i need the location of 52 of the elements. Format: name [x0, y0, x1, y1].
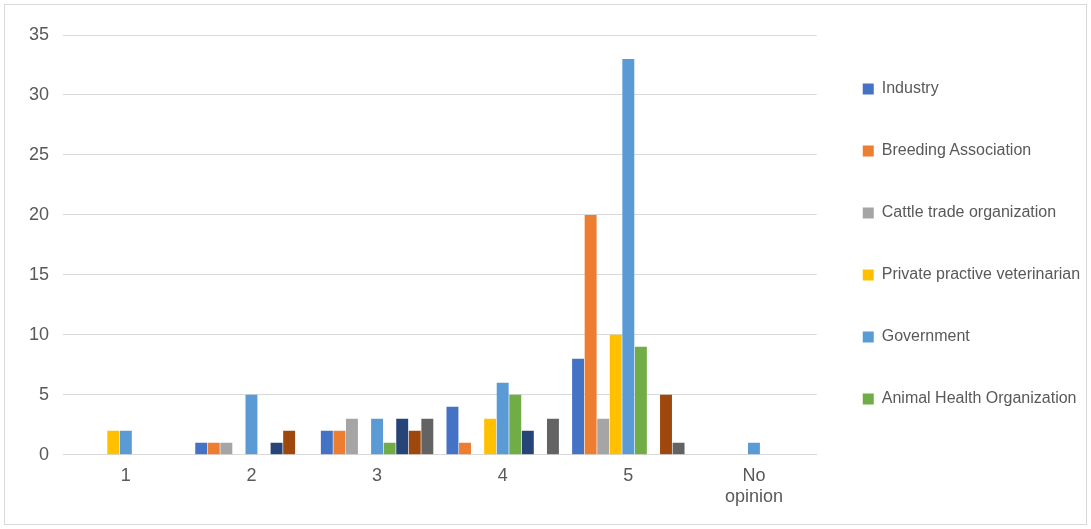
bar — [446, 406, 459, 455]
y-tick-label: 0 — [39, 443, 50, 464]
legend-label: Breeding Association — [881, 141, 1032, 159]
x-tick-label: 4 — [497, 464, 508, 485]
legend-label: Industry — [881, 79, 939, 97]
bar — [345, 418, 358, 455]
x-tick-label: 3 — [372, 464, 383, 485]
x-tick-label: No opinion — [724, 464, 783, 507]
bar — [660, 394, 672, 455]
bar — [119, 430, 132, 455]
bar — [672, 442, 685, 455]
bar — [546, 418, 559, 455]
bar — [283, 430, 296, 455]
x-tick-label: 1 — [120, 464, 131, 485]
x-tick-label: 2 — [246, 464, 257, 485]
bar — [383, 442, 396, 455]
y-tick-label: 25 — [28, 143, 50, 164]
bar — [572, 358, 585, 455]
bar — [496, 382, 509, 455]
bar — [747, 442, 760, 455]
bar — [371, 418, 384, 455]
bar — [459, 442, 471, 455]
bar — [220, 442, 233, 455]
y-tick-label: 35 — [28, 23, 50, 44]
bar — [207, 442, 220, 455]
bar — [622, 58, 635, 455]
legend-label: Cattle trade organization — [881, 203, 1057, 221]
legend-label: Private practive veterinarian — [881, 265, 1081, 283]
y-tick-label: 30 — [28, 83, 50, 104]
bar — [107, 430, 120, 455]
bar — [634, 346, 647, 455]
bar — [320, 430, 333, 455]
bar — [521, 430, 534, 455]
bar — [609, 334, 622, 455]
bar — [509, 394, 522, 455]
y-tick-label: 5 — [39, 383, 50, 404]
bar — [421, 418, 434, 455]
legend-label: Animal Health Organization — [881, 389, 1077, 407]
bar — [396, 418, 409, 455]
bar — [484, 418, 497, 455]
y-tick-label: 20 — [28, 203, 50, 224]
bar — [333, 430, 346, 455]
bar — [245, 394, 258, 455]
y-tick-label: 15 — [28, 263, 50, 284]
bar — [195, 442, 208, 455]
bar — [584, 214, 597, 455]
bar — [270, 442, 283, 455]
x-tick-label: 5 — [623, 464, 634, 485]
bar — [408, 430, 421, 455]
y-tick-label: 10 — [28, 323, 50, 344]
bar — [597, 418, 610, 455]
legend-label: Government — [881, 327, 971, 345]
